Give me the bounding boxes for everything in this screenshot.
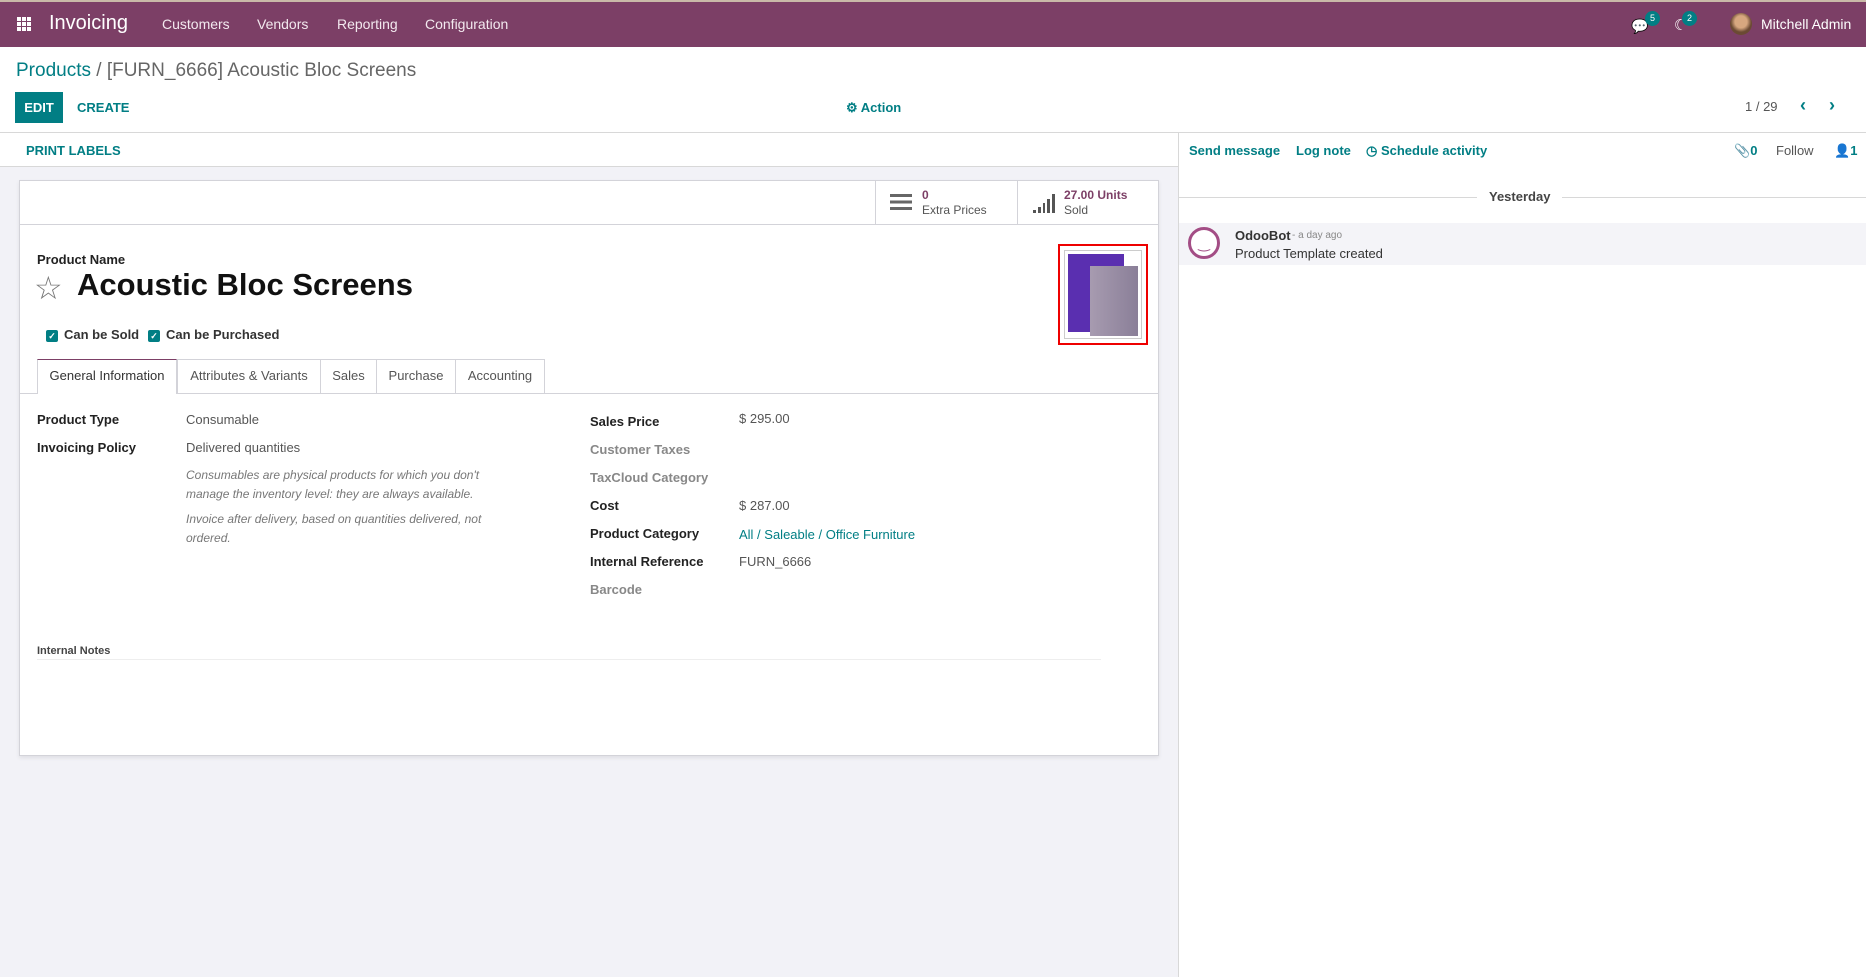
messages-badge: 5 [1645, 11, 1660, 26]
send-message-button[interactable]: Send message [1189, 143, 1281, 158]
message-author[interactable]: OdooBot [1235, 228, 1291, 243]
message-body: Product Template created [1235, 246, 1383, 261]
favorite-star-icon[interactable]: ☆ [34, 270, 63, 306]
checkbox-checked-icon: ✓ [148, 329, 160, 342]
pager-value[interactable]: 1 / 29 [1745, 99, 1778, 114]
attachments-count: 0 [1750, 143, 1758, 158]
edit-button[interactable]: EDIT [15, 92, 63, 123]
form-sheet: 0 Extra Prices 27.00 Units Sold Product … [19, 180, 1159, 756]
action-label: Action [860, 100, 902, 115]
user-menu[interactable]: Mitchell Admin [1761, 16, 1852, 32]
avatar[interactable] [1730, 13, 1752, 35]
product-category-label: Product Category [590, 526, 700, 541]
menu-vendors[interactable]: Vendors [257, 16, 309, 32]
gear-icon: ⚙ [846, 100, 858, 115]
can-be-sold-label: Can be Sold [64, 327, 140, 342]
units-sold-button[interactable]: 27.00 Units Sold [1017, 181, 1158, 225]
pager-previous-icon[interactable]: ‹ [1800, 95, 1806, 115]
internal-reference-value[interactable]: FURN_6666 [739, 554, 812, 569]
extra-prices-value: 0 [922, 188, 929, 202]
attachments-button[interactable]: 📎0 [1734, 143, 1757, 159]
top-navbar: Invoicing Customers Vendors Reporting Co… [0, 0, 1866, 47]
odoobot-avatar: ‿ [1188, 227, 1220, 259]
invoicing-policy-help: Invoice after delivery, based on quantit… [186, 512, 482, 545]
extra-prices-button[interactable]: 0 Extra Prices [875, 181, 1017, 225]
messages-icon[interactable]: 💬 [1631, 18, 1649, 34]
schedule-activity-button[interactable]: ◷ Schedule activity [1366, 143, 1487, 159]
app-title[interactable]: Invoicing [49, 12, 128, 34]
extra-prices-label: Extra Prices [922, 203, 987, 217]
pager-next-icon[interactable]: › [1829, 95, 1835, 115]
taxcloud-category-label: TaxCloud Category [590, 470, 709, 485]
schedule-activity-label: Schedule activity [1380, 143, 1488, 158]
product-name-label: Product Name [37, 252, 126, 267]
units-sold-value: 27.00 Units [1064, 188, 1128, 202]
menu-reporting[interactable]: Reporting [337, 16, 398, 32]
activities-badge: 2 [1682, 11, 1697, 26]
product-type-label: Product Type [37, 412, 120, 427]
followers-button[interactable]: 👤1 [1834, 143, 1857, 159]
create-button[interactable]: CREATE [77, 100, 130, 115]
customer-taxes-label: Customer Taxes [590, 442, 691, 457]
checkbox-checked-icon: ✓ [46, 329, 58, 342]
print-labels-button[interactable]: PRINT LABELS [26, 143, 121, 158]
sales-price-value[interactable]: $ 295.00 [739, 411, 790, 426]
status-bar: PRINT LABELS [0, 133, 1178, 167]
cost-label: Cost [590, 498, 619, 513]
product-name: Acoustic Bloc Screens [77, 267, 413, 302]
internal-notes-label: Internal Notes [37, 645, 111, 657]
user-icon: 👤 [1834, 143, 1851, 158]
product-image[interactable] [1058, 244, 1148, 345]
cost-value[interactable]: $ 287.00 [739, 498, 790, 513]
breadcrumb: Products / [FURN_6666] Acoustic Bloc Scr… [16, 60, 416, 82]
invoicing-policy-label: Invoicing Policy [37, 440, 136, 455]
menu-customers[interactable]: Customers [162, 16, 230, 32]
tab-accounting[interactable]: Accounting [455, 359, 545, 393]
can-be-sold-checkbox[interactable]: ✓ Can be Sold [46, 327, 139, 342]
product-image-picture [1064, 250, 1142, 339]
button-box: 0 Extra Prices 27.00 Units Sold [20, 181, 1158, 225]
apps-menu-icon[interactable] [17, 17, 31, 31]
action-menu[interactable]: ⚙ Action [846, 100, 901, 116]
control-panel: Products / [FURN_6666] Acoustic Bloc Scr… [0, 47, 1866, 133]
internal-reference-label: Internal Reference [590, 554, 704, 569]
date-separator: Yesterday [1477, 189, 1563, 204]
clock-icon: ◷ [1366, 143, 1378, 158]
product-type-value[interactable]: Consumable [186, 412, 259, 427]
menu-configuration[interactable]: Configuration [425, 16, 509, 32]
tab-attributes-variants[interactable]: Attributes & Variants [177, 359, 321, 393]
notebook-tabs: General Information Attributes & Variant… [20, 359, 1158, 394]
message-item: ‿ OdooBot - a day ago Product Template c… [1179, 223, 1866, 265]
can-be-purchased-label: Can be Purchased [166, 327, 280, 342]
product-category-link[interactable]: All / Saleable / Office Furniture [739, 527, 916, 542]
tab-general-information[interactable]: General Information [37, 359, 177, 394]
message-time: - a day ago [1292, 230, 1343, 241]
followers-count: 1 [1850, 143, 1858, 158]
chatter: Send message Log note ◷ Schedule activit… [1178, 133, 1866, 977]
can-be-purchased-checkbox[interactable]: ✓ Can be Purchased [148, 327, 279, 342]
invoicing-policy-value[interactable]: Delivered quantities [186, 440, 301, 455]
breadcrumb-products[interactable]: Products [16, 60, 91, 81]
sales-price-label: Sales Price [590, 414, 660, 429]
breadcrumb-current: [FURN_6666] Acoustic Bloc Screens [106, 60, 417, 81]
paperclip-icon: 📎 [1734, 143, 1751, 158]
barcode-label: Barcode [590, 582, 643, 597]
product-type-help: Consumables are physical products for wh… [186, 468, 480, 501]
units-sold-label: Sold [1064, 203, 1089, 217]
tab-sales[interactable]: Sales [320, 359, 377, 393]
list-icon [890, 194, 912, 210]
tab-purchase[interactable]: Purchase [376, 359, 456, 393]
breadcrumb-separator: / [96, 60, 102, 81]
internal-notes-field[interactable] [37, 659, 1101, 719]
signal-icon [1033, 193, 1055, 213]
log-note-button[interactable]: Log note [1296, 143, 1351, 158]
follow-button[interactable]: Follow [1776, 143, 1814, 158]
